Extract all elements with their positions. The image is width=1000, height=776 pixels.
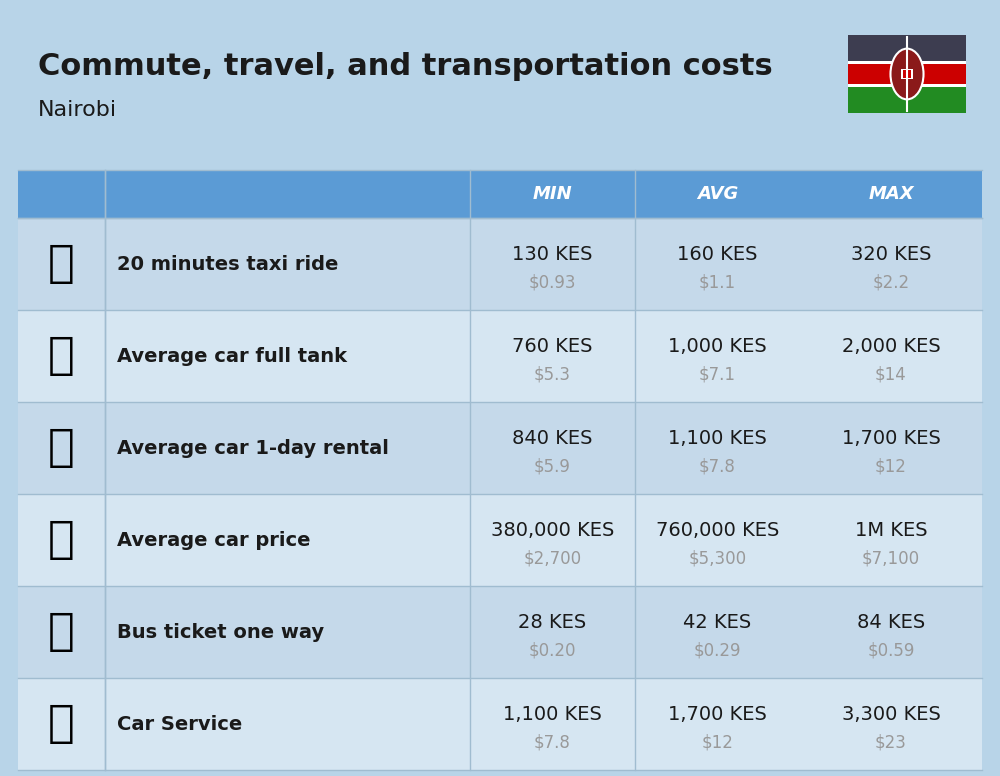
Text: 2,000 KES: 2,000 KES <box>842 337 940 355</box>
Text: ⛽: ⛽ <box>48 334 75 377</box>
Bar <box>0 0 1000 155</box>
Bar <box>903 70 911 78</box>
Text: 84 KES: 84 KES <box>857 612 925 632</box>
Text: Nairobi: Nairobi <box>38 100 117 120</box>
Text: $5,300: $5,300 <box>688 549 747 567</box>
Bar <box>18 586 982 678</box>
Bar <box>848 64 966 84</box>
Text: $5.9: $5.9 <box>534 457 571 475</box>
Text: 🔧: 🔧 <box>48 702 75 746</box>
Text: 🚌: 🚌 <box>48 611 75 653</box>
Bar <box>848 35 966 61</box>
Text: 130 KES: 130 KES <box>512 244 593 264</box>
Text: $14: $14 <box>875 365 907 383</box>
Text: Car Service: Car Service <box>117 715 242 733</box>
Text: 840 KES: 840 KES <box>512 428 593 448</box>
Text: 🚙: 🚙 <box>48 427 75 469</box>
Text: Commute, travel, and transportation costs: Commute, travel, and transportation cost… <box>38 52 773 81</box>
Text: $7.8: $7.8 <box>699 457 736 475</box>
Text: $12: $12 <box>702 733 733 751</box>
Text: $7,100: $7,100 <box>862 549 920 567</box>
Text: 🚕: 🚕 <box>48 242 75 286</box>
Text: AVG: AVG <box>697 185 738 203</box>
Text: Average car full tank: Average car full tank <box>117 347 347 365</box>
Text: MAX: MAX <box>868 185 914 203</box>
Text: 320 KES: 320 KES <box>851 244 931 264</box>
Text: 1,700 KES: 1,700 KES <box>842 428 940 448</box>
Text: MIN: MIN <box>533 185 572 203</box>
Text: 42 KES: 42 KES <box>683 612 752 632</box>
Text: $0.20: $0.20 <box>529 641 576 659</box>
Bar <box>18 678 982 770</box>
Bar <box>18 170 982 218</box>
Text: 160 KES: 160 KES <box>677 244 758 264</box>
Text: $7.8: $7.8 <box>534 733 571 751</box>
Bar <box>901 69 913 78</box>
Text: 1,100 KES: 1,100 KES <box>503 705 602 723</box>
Text: Average car price: Average car price <box>117 531 310 549</box>
Text: 760 KES: 760 KES <box>512 337 593 355</box>
Text: 380,000 KES: 380,000 KES <box>491 521 614 539</box>
Ellipse shape <box>890 49 924 99</box>
Text: 1M KES: 1M KES <box>855 521 927 539</box>
Bar <box>848 61 966 64</box>
Text: $7.1: $7.1 <box>699 365 736 383</box>
Text: 3,300 KES: 3,300 KES <box>842 705 940 723</box>
Text: 1,000 KES: 1,000 KES <box>668 337 767 355</box>
Text: $5.3: $5.3 <box>534 365 571 383</box>
Bar <box>848 87 966 113</box>
Text: 1,700 KES: 1,700 KES <box>668 705 767 723</box>
Text: $0.59: $0.59 <box>867 641 915 659</box>
Text: $0.93: $0.93 <box>529 273 576 291</box>
Bar <box>18 402 982 494</box>
Text: $1.1: $1.1 <box>699 273 736 291</box>
Bar <box>848 84 966 87</box>
Text: $0.29: $0.29 <box>694 641 741 659</box>
Text: $12: $12 <box>875 457 907 475</box>
Text: 20 minutes taxi ride: 20 minutes taxi ride <box>117 255 338 273</box>
Text: 🚗: 🚗 <box>48 518 75 562</box>
Bar <box>18 494 982 586</box>
Text: Average car 1-day rental: Average car 1-day rental <box>117 438 389 458</box>
Text: 28 KES: 28 KES <box>518 612 587 632</box>
Text: $2.2: $2.2 <box>872 273 910 291</box>
Bar <box>18 310 982 402</box>
Text: $2,700: $2,700 <box>523 549 582 567</box>
Text: 760,000 KES: 760,000 KES <box>656 521 779 539</box>
Text: 1,100 KES: 1,100 KES <box>668 428 767 448</box>
Bar <box>18 218 982 310</box>
Text: $23: $23 <box>875 733 907 751</box>
Text: Bus ticket one way: Bus ticket one way <box>117 622 324 642</box>
